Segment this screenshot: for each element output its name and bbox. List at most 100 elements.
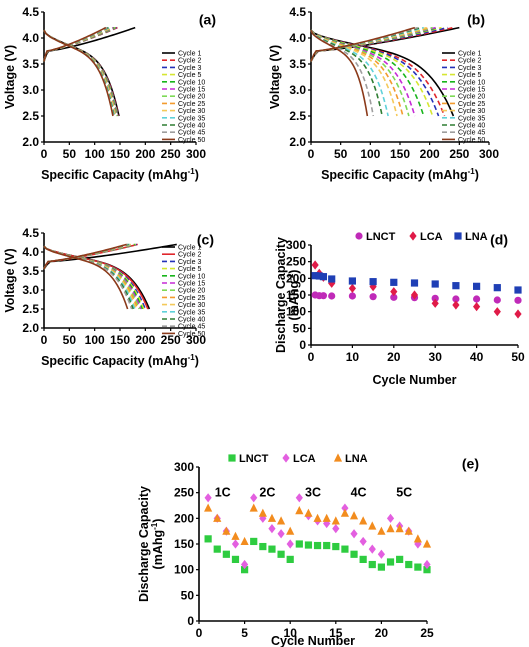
y-axis-label: Discharge Capacity (137, 486, 151, 602)
data-point-lnct (348, 292, 356, 300)
x-axis-label-text: Specific Capacity (mAhg (41, 168, 188, 182)
x-tick-label: 50 (63, 147, 77, 161)
y-tick-label: 50 (181, 588, 195, 602)
legend-label: Cycle 10 (458, 79, 485, 86)
data-point-lca (423, 559, 431, 570)
data-point-lca (452, 300, 460, 310)
y-axis-label: Voltage (V) (268, 45, 282, 109)
legend-label: Cycle 25 (458, 101, 485, 108)
data-point-lna (377, 526, 386, 535)
data-point-lca (250, 493, 258, 503)
data-point-lna (328, 275, 336, 283)
data-point-lca (277, 529, 285, 539)
y-unit-end: ) (151, 519, 165, 523)
y-unit-end: ) (287, 270, 301, 274)
legend-label: Cycle 2 (178, 252, 201, 259)
x-tick-label: 0 (41, 333, 48, 347)
charge-curve-cycle-50 (310, 26, 416, 62)
x-axis-label: Specific Capacity (mAhg-1) (41, 167, 199, 182)
legend-label: Cycle 5 (178, 72, 201, 79)
legend-label: Cycle 50 (178, 331, 205, 338)
x-axis-label-text: Specific Capacity (mAhg (321, 168, 468, 182)
y-axis-label: Voltage (V) (3, 45, 17, 109)
data-point-lnct (304, 541, 313, 549)
y-tick-label: 3.0 (289, 83, 306, 97)
legend-label: LNA (465, 231, 488, 243)
panel-c: 2.0 2.5 3.0 3.5 4.0 4.5 0 50 100 150 200 250 300 Spec… (3, 226, 214, 368)
x-tick-label: 20 (375, 626, 389, 640)
legend-label: Cycle 1 (178, 245, 201, 252)
x-tick-label: 150 (110, 147, 130, 161)
x-axis-label-end: ) (475, 168, 479, 182)
legend-label: Cycle 50 (178, 137, 205, 144)
data-point-lna (386, 524, 395, 533)
data-point-lna (452, 282, 460, 290)
data-point-lnct (431, 294, 439, 302)
data-point-lnct (414, 563, 422, 571)
legend-marker-lna (454, 232, 462, 240)
data-point-lna (315, 272, 323, 280)
discharge-curve-cycle-5 (310, 29, 434, 117)
data-point-lna (313, 513, 322, 522)
y-tick-label: 3.5 (22, 57, 39, 71)
x-tick-label: 250 (449, 147, 469, 161)
x-axis-label-sup: -1 (188, 353, 196, 362)
data-point-lnct (341, 545, 349, 553)
data-point-lnct (359, 555, 367, 563)
data-point-lnct (222, 550, 230, 558)
y-tick-label: 0 (299, 338, 306, 352)
data-point-lca (350, 529, 358, 539)
panel-label: (a) (199, 11, 216, 27)
y-axis-label: Discharge Capacity (274, 237, 288, 353)
data-point-lca (204, 493, 212, 503)
data-point-lnct (259, 542, 267, 551)
data-point-lna (231, 531, 240, 540)
discharge-curve-cycle-50 (310, 29, 369, 117)
data-point-lnct (241, 566, 249, 574)
discharge-curve-cycle-10 (310, 29, 425, 117)
data-point-lca (328, 278, 336, 288)
x-axis-label: Specific Capacity (mAhg-1) (321, 167, 479, 182)
x-tick-label: 25 (420, 626, 434, 640)
y-unit-text: (mAhg (287, 281, 301, 321)
charge-curve-cycle-1 (43, 243, 177, 270)
x-axis-label: Cycle Number (271, 634, 355, 647)
y-tick-label: 2.0 (289, 135, 306, 149)
data-point-lca (268, 524, 276, 534)
charge-curve-cycle-1 (43, 26, 136, 62)
data-point-lna (369, 278, 377, 286)
data-point-lnct (268, 545, 276, 553)
data-point-lna (431, 280, 439, 288)
data-point-lna (258, 508, 267, 517)
data-point-lnct (368, 560, 376, 569)
y-tick-label: 300 (174, 460, 194, 474)
data-point-lna (493, 284, 501, 292)
data-point-lna (359, 516, 368, 525)
x-tick-label: 100 (85, 333, 105, 347)
y-tick-label: 2.5 (22, 302, 39, 316)
y-unit-sup: -1 (150, 522, 159, 530)
discharge-curve-cycle-5 (43, 29, 119, 117)
y-tick-label: 200 (286, 271, 306, 285)
data-point-lnct (295, 540, 303, 548)
x-tick-label: 50 (511, 350, 525, 364)
x-tick-label: 0 (196, 626, 203, 640)
data-point-lna (514, 286, 522, 294)
data-point-lna (348, 277, 356, 285)
data-point-lna (311, 272, 319, 280)
legend-label: Cycle 2 (178, 58, 201, 65)
x-tick-label: 300 (186, 147, 206, 161)
y-tick-label: 200 (174, 511, 194, 525)
data-point-lnct (514, 296, 522, 304)
data-point-lca (348, 283, 356, 293)
data-point-lca (368, 544, 376, 554)
legend-label: Cycle 15 (178, 281, 205, 288)
legend-label: Cycle 3 (178, 259, 201, 266)
rate-annotation: 3C (305, 486, 321, 500)
y-tick-label: 4.5 (22, 5, 39, 19)
y-tick-label: 3.5 (22, 264, 39, 278)
data-point-lca (323, 518, 331, 529)
y-tick-label: 2.0 (22, 321, 39, 335)
data-point-lca (286, 539, 294, 549)
data-point-lna (390, 278, 398, 286)
